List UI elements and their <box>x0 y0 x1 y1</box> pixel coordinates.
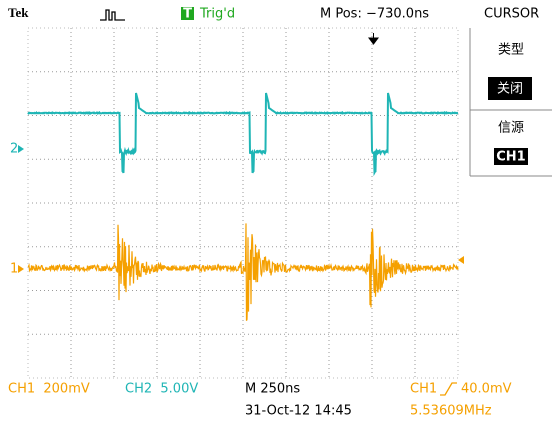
ch1-trace <box>27 223 459 321</box>
menu-value[interactable]: CH1 <box>496 150 525 165</box>
menu-value-box <box>494 148 528 165</box>
date-time: 31-Oct-12 14:45 <box>245 404 352 419</box>
ch2-trace <box>27 92 459 177</box>
trigger-status: Trig'd <box>199 7 235 22</box>
brand: Tek <box>8 5 29 20</box>
ch1-scale: CH1 200mV <box>8 382 90 397</box>
menu-value[interactable]: 关闭 <box>497 82 523 97</box>
graticule-border <box>27 27 459 379</box>
trigger-slope-icon <box>440 382 457 396</box>
menu-title: CURSOR <box>484 7 539 22</box>
ch2-marker: 2 <box>10 142 18 157</box>
ch2-marker-arrow <box>18 145 24 153</box>
horizontal-position: M Pos: −730.0ns <box>320 7 429 22</box>
timebase: M 250ns <box>245 382 300 397</box>
ch2-scale: CH2 5.00V <box>125 382 198 397</box>
ch1-marker: 1 <box>10 262 18 277</box>
trigger-badge <box>181 7 194 20</box>
trigger-icon: T <box>183 7 192 22</box>
menu-value-box <box>488 77 532 100</box>
menu-label: 类型 <box>498 43 524 58</box>
trigger-level-arrow <box>458 256 464 264</box>
ch1-marker-arrow <box>18 265 24 273</box>
frequency: 5.53609MHz <box>410 404 492 419</box>
side-menu: 类型 关闭 信源 CH1 <box>469 28 552 177</box>
acquire-icon <box>100 9 125 21</box>
trigger-source: CH1 <box>410 382 437 397</box>
trigger-position-arrow <box>368 33 379 45</box>
trigger-level: 40.0mV <box>461 382 512 397</box>
menu-label: 信源 <box>498 121 524 136</box>
